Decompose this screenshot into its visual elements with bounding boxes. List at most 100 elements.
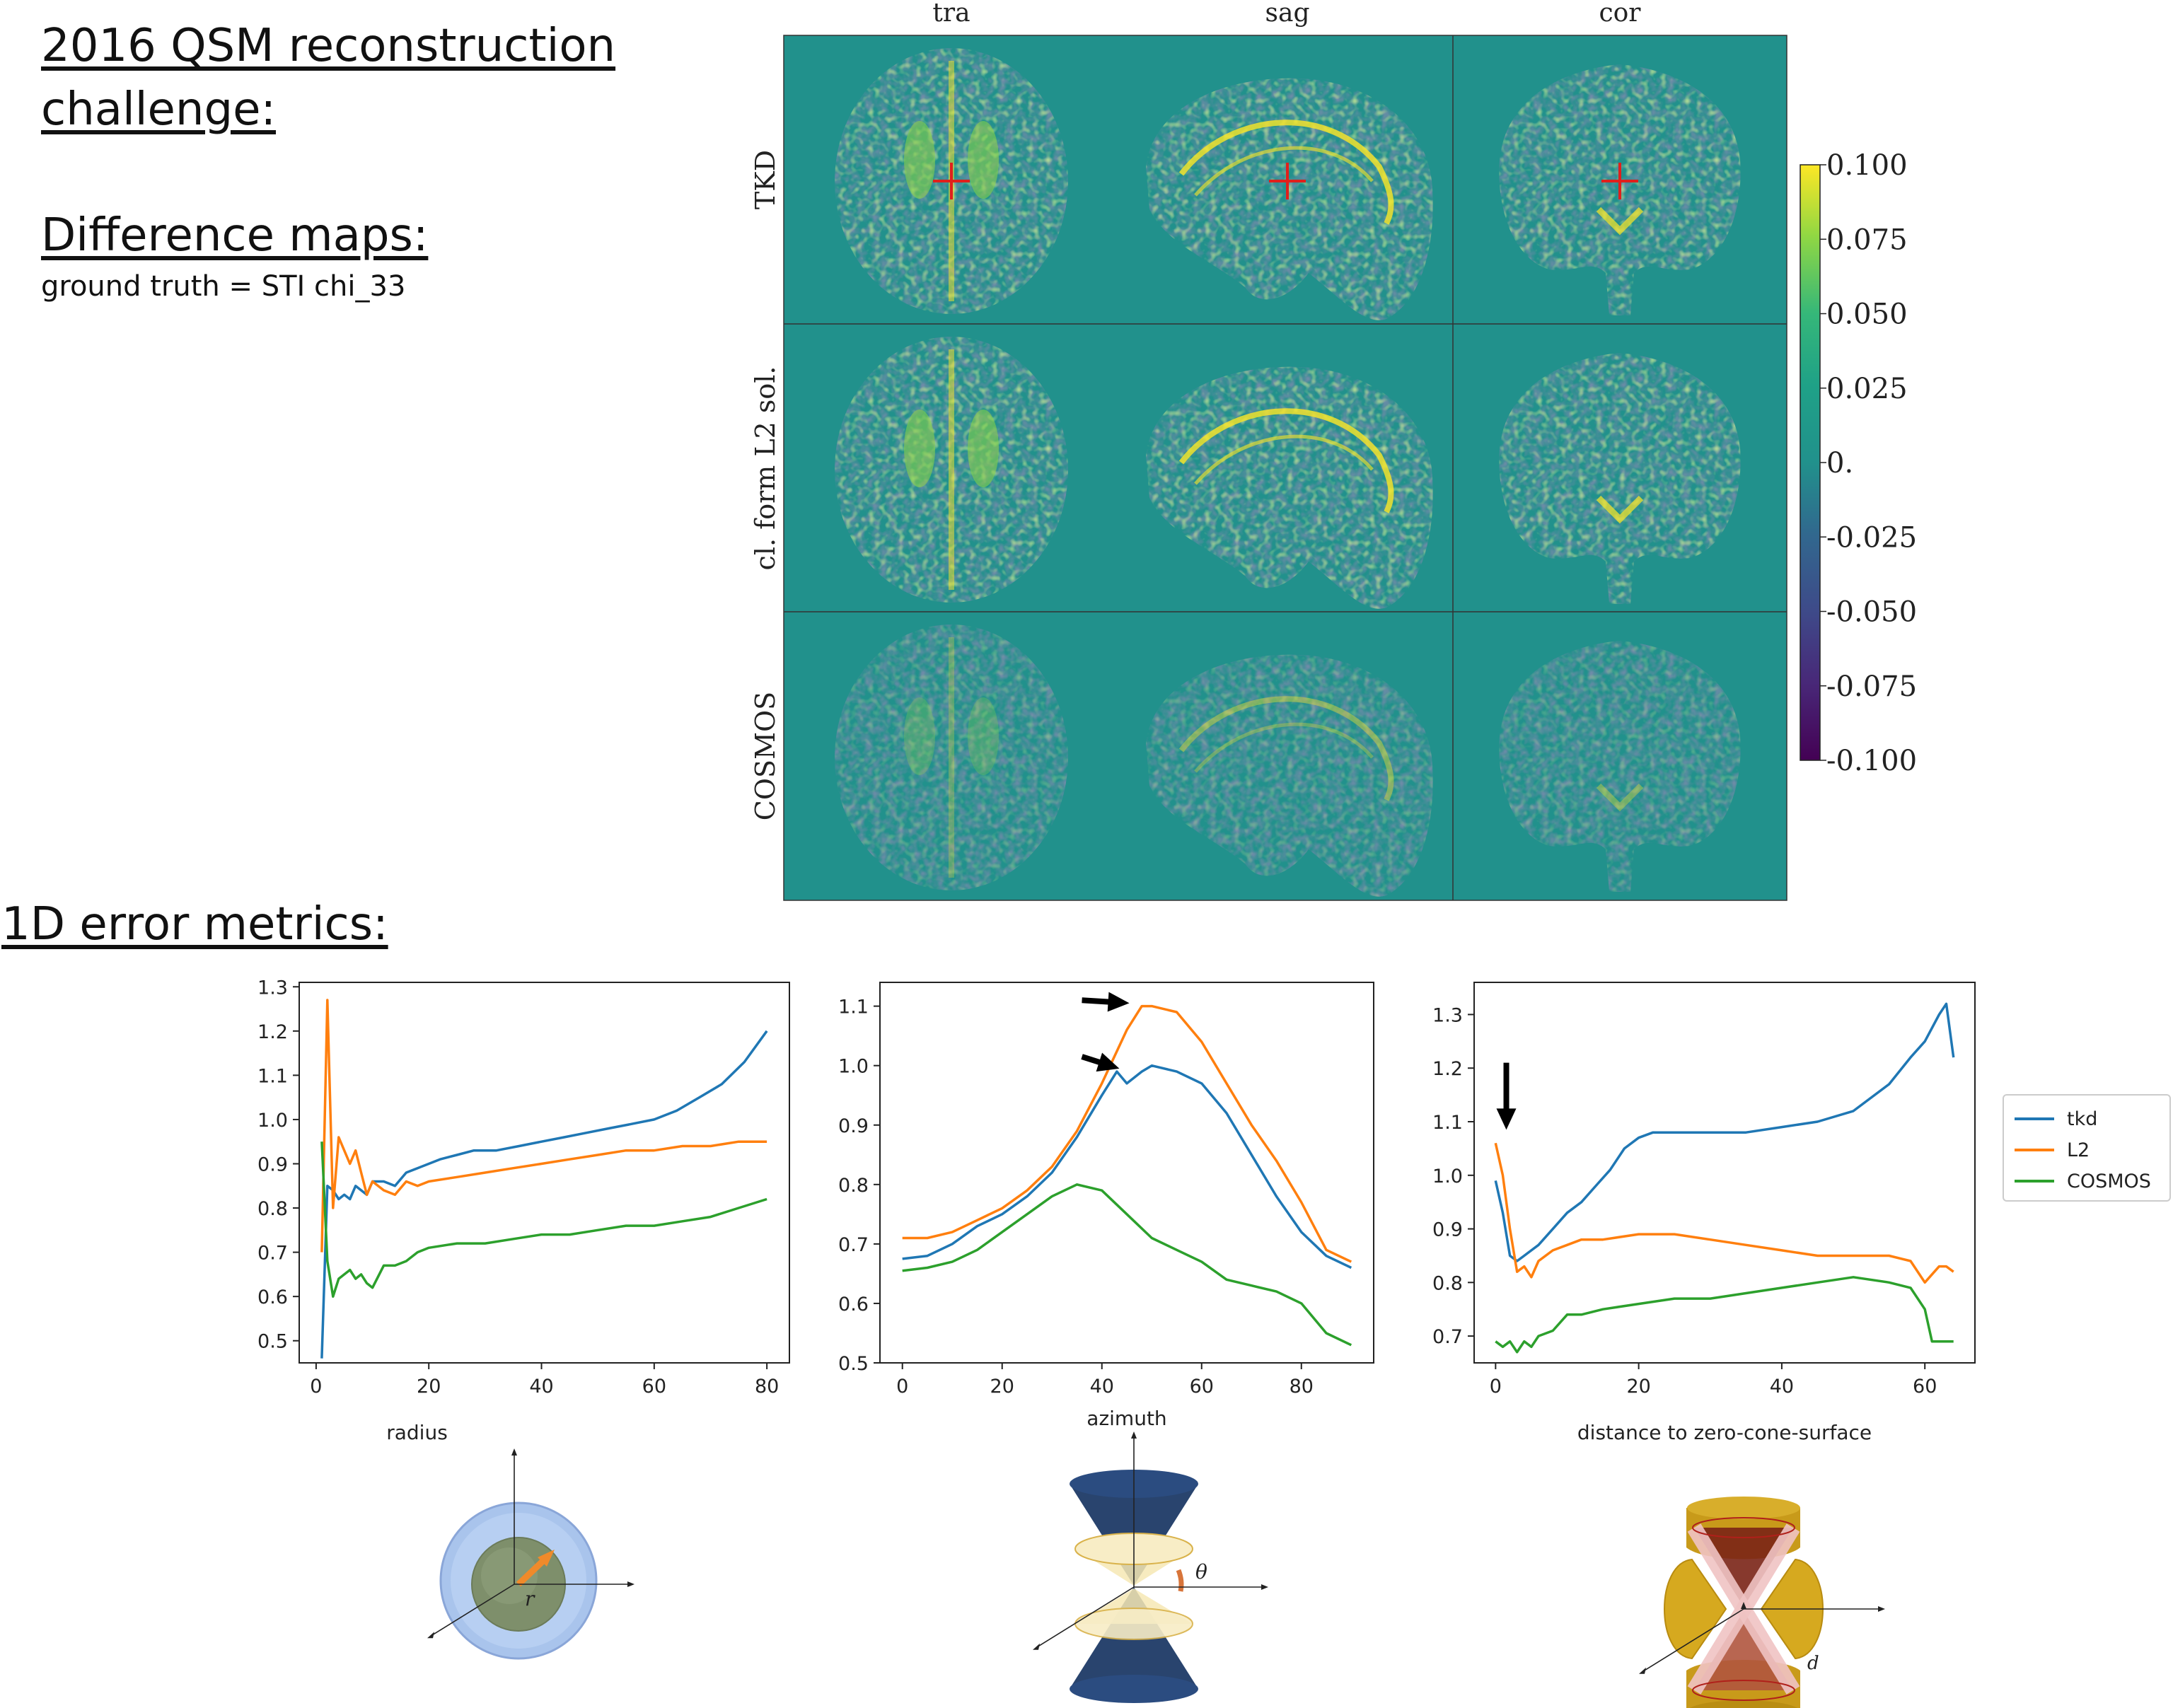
challenge-title-line2: challenge: <box>41 83 277 136</box>
y-tick-label: 0.7 <box>1432 1326 1463 1348</box>
y-tick-label: 1.1 <box>1432 1112 1463 1134</box>
y-tick-label: 1.0 <box>1432 1166 1463 1187</box>
y-tick-label: 0.8 <box>838 1175 869 1197</box>
map-column-label: sag <box>1265 0 1310 28</box>
y-tick-label: 0.7 <box>838 1234 869 1256</box>
series-line-tkd <box>902 1064 1352 1270</box>
map-row-label: TKD <box>750 150 781 209</box>
y-tick-label: 0.6 <box>838 1294 869 1315</box>
sphere-diagram: r <box>439 1501 598 1660</box>
series-line-tkd <box>320 1030 768 1359</box>
diagrams: r θ d <box>427 1431 1885 1708</box>
series-line-cosmos <box>902 1183 1352 1347</box>
y-tick-label: 0.5 <box>838 1353 869 1375</box>
map-slice-tkd-tra <box>835 48 1068 314</box>
y-tick-label: 0.7 <box>257 1243 288 1265</box>
chart-1: 0 20 40 60 80 0.5 0.6 0.7 0.8 0.9 1.0 1.1 1.2 1.3 radi… <box>257 977 790 1444</box>
distance-symbol: d <box>1807 1653 1819 1674</box>
legend-label: tkd <box>2067 1108 2097 1130</box>
series-line-l2 <box>1494 1142 1954 1284</box>
x-axis-label: distance to zero-cone-surface <box>1577 1421 1872 1444</box>
x-tick-label: 0 <box>896 1376 908 1398</box>
series-line-l2 <box>902 1004 1352 1263</box>
map-grid-lines <box>783 35 1787 901</box>
map-frame <box>783 35 1787 901</box>
legend-label: COSMOS <box>2067 1170 2151 1192</box>
challenge-title-line1: 2016 QSM reconstruction <box>41 20 616 72</box>
plot-area <box>1473 982 1976 1364</box>
x-tick-label: 0 <box>310 1376 322 1398</box>
y-tick-label: 0.6 <box>257 1286 288 1308</box>
chart-2: 0 20 40 60 80 0.5 0.6 0.7 0.8 0.9 1.0 1.1 azimuth <box>838 982 1374 1430</box>
y-tick-label: 0.8 <box>1432 1272 1463 1294</box>
colorbar-tick-label: 0.075 <box>1826 223 1908 256</box>
x-tick-label: 20 <box>417 1376 441 1398</box>
double-cone-diagram: θ <box>1070 1470 1207 1703</box>
x-tick-label: 0 <box>1490 1376 1502 1398</box>
chart-3: 0 20 40 60 0.7 0.8 0.9 1.0 1.1 1.2 1.3 distance to … <box>1432 982 1976 1444</box>
legend: tkd L2 COSMOS <box>2003 1094 2171 1202</box>
colorbar-ticks: 0.100 0.075 0.050 0.025 0. -0.025 -0.050 -0.075… <box>1820 149 1917 777</box>
colorbar-tick-label: -0.100 <box>1826 745 1917 777</box>
x-tick-label: 20 <box>1626 1376 1650 1398</box>
y-tick-label: 1.2 <box>1432 1058 1463 1080</box>
plot-area <box>299 982 790 1364</box>
legend-label: L2 <box>2067 1139 2090 1161</box>
y-tick-label: 1.2 <box>257 1021 288 1043</box>
axes-triad <box>1639 1602 1885 1674</box>
map-row-label: COSMOS <box>750 692 781 820</box>
annotation-arrowhead <box>1107 992 1130 1012</box>
radius-symbol: r <box>525 1587 535 1610</box>
x-tick-label: 40 <box>1770 1376 1794 1398</box>
colorbar-tick-label: 0.025 <box>1826 373 1908 405</box>
colorbar-tick-label: 0.100 <box>1826 149 1908 182</box>
y-tick-label: 1.0 <box>838 1056 869 1078</box>
y-tick-label: 1.1 <box>838 997 869 1018</box>
colorbar-tick-label: 0.050 <box>1826 298 1908 331</box>
series-line-cosmos <box>320 1141 767 1298</box>
colorbar-tick-label: -0.050 <box>1826 596 1917 629</box>
x-tick-label: 60 <box>1913 1376 1937 1398</box>
series-line-l2 <box>320 999 767 1253</box>
x-tick-label: 20 <box>990 1376 1014 1398</box>
y-tick-label: 0.9 <box>257 1154 288 1175</box>
difference-maps-heading: Difference maps: <box>41 209 429 262</box>
series-line-cosmos <box>1495 1276 1954 1354</box>
colorbar <box>1800 164 1821 761</box>
annotation-arrowhead <box>1096 1052 1120 1072</box>
colorbar-tick-label: 0. <box>1826 447 1853 480</box>
x-tick-label: 60 <box>1190 1376 1214 1398</box>
colorbar-tick-label: -0.025 <box>1826 521 1917 554</box>
series-line-tkd <box>1494 1002 1955 1262</box>
x-tick-label: 80 <box>755 1376 779 1398</box>
x-tick-label: 40 <box>1090 1376 1114 1398</box>
ground-truth-note: ground truth = STI chi_33 <box>41 270 406 303</box>
y-tick-label: 0.9 <box>838 1115 869 1137</box>
annotation-arrowhead <box>1496 1108 1517 1130</box>
y-tick-label: 1.3 <box>1432 1004 1463 1026</box>
y-tick-label: 1.1 <box>257 1065 288 1087</box>
map-slice-cosmos-tra <box>835 624 1068 890</box>
x-axis-label: radius <box>386 1421 448 1444</box>
axes-triad <box>427 1448 634 1639</box>
y-tick-label: 1.0 <box>257 1110 288 1132</box>
y-tick-label: 0.9 <box>1432 1219 1463 1241</box>
map-slices <box>835 48 1741 897</box>
error-metrics-heading: 1D error metrics: <box>1 898 388 951</box>
x-tick-label: 80 <box>1290 1376 1314 1398</box>
map-slice-cl.-sag <box>1146 366 1433 609</box>
y-tick-label: 0.8 <box>257 1198 288 1220</box>
map-slice-cl.-tra <box>835 337 1068 603</box>
x-tick-label: 40 <box>529 1376 553 1398</box>
y-tick-label: 1.3 <box>257 977 288 999</box>
colorbar-tick-label: -0.075 <box>1826 670 1917 703</box>
title-block: 2016 QSM reconstruction challenge: Diffe… <box>41 14 615 303</box>
map-row-label: cl. form L2 sol. <box>750 366 781 571</box>
plot-area <box>879 982 1374 1364</box>
map-column-label: tra <box>932 0 970 28</box>
x-axis-label: azimuth <box>1086 1407 1166 1430</box>
map-column-label: cor <box>1599 0 1641 28</box>
radius-arrow <box>516 1555 549 1587</box>
error-metric-charts: 0 20 40 60 80 0.5 0.6 0.7 0.8 0.9 1.0 1.1 1.2 1.3 radi… <box>257 977 2171 1708</box>
y-tick-label: 0.5 <box>257 1331 288 1353</box>
